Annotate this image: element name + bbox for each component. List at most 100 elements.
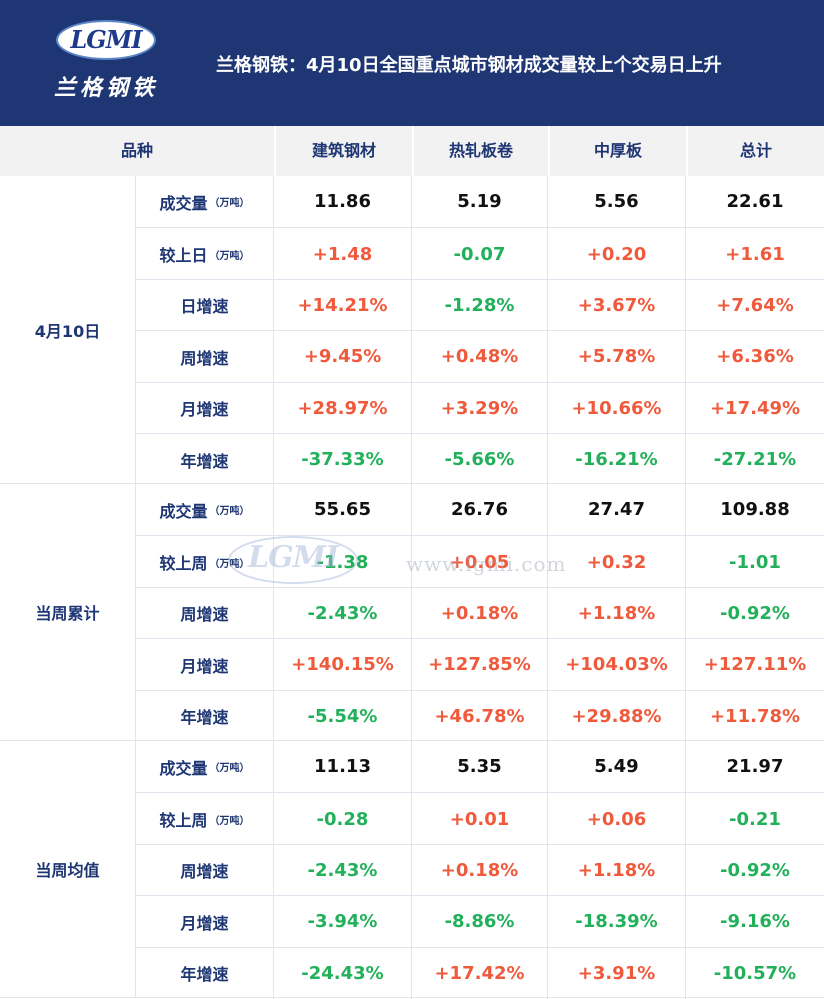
row-label-text: 月增速: [180, 400, 229, 420]
cell-total: -0.21: [729, 808, 781, 830]
cell-total: -10.57%: [713, 962, 797, 984]
cell-total: -0.92%: [720, 602, 790, 624]
cell-medium-plate: 5.56: [548, 176, 686, 228]
cell-total: +6.36%: [716, 346, 794, 368]
row-label: 较上周 （万吨）: [136, 793, 274, 845]
cell-construction-steel: -2.43%: [274, 844, 412, 897]
table-row: 成交量 （万吨） 11.13 5.35 5.49 21.97: [136, 741, 824, 793]
group-label: 当周均值: [0, 741, 136, 997]
row-label: 年增速: [136, 947, 274, 999]
cell-total: +1.61: [725, 243, 785, 265]
row-group: 当周均值 成交量 （万吨） 11.13 5.35 5.49 21.97 较上周 （万吨） -0.2…: [0, 741, 824, 999]
row-unit: （万吨）: [209, 815, 250, 827]
cell-construction-steel: -1.38: [274, 536, 412, 588]
cell-hot-rolled-coil: -5.66%: [412, 434, 548, 486]
table-row: 较上周 （万吨） -1.38 +0.05 +0.32 -1.01: [136, 535, 824, 588]
row-label: 成交量 （万吨）: [136, 484, 274, 536]
table-row: 月增速 +28.97% +3.29% +10.66% +17.49%: [136, 381, 824, 434]
cell-total: 109.88: [720, 499, 790, 521]
page-header: LGMI 兰格钢铁 兰格钢铁：4月10日全国重点城市钢材成交量较上个交易日上升: [0, 0, 824, 126]
row-label-text: 年增速: [180, 451, 229, 471]
cell-medium-plate: -16.21%: [548, 434, 686, 486]
cell-construction-steel: +9.45%: [274, 331, 412, 383]
cell-hot-rolled-coil: +0.18%: [412, 587, 548, 640]
cell-medium-plate: +5.78%: [548, 331, 686, 383]
row-label-text: 较上周: [159, 554, 208, 574]
row-unit: （万吨）: [209, 763, 250, 775]
cell-hot-rolled-coil: +0.05: [412, 536, 548, 588]
row-label: 较上周 （万吨）: [136, 536, 274, 588]
column-header-total: 总计: [686, 126, 824, 176]
cell-hot-rolled-coil: +0.01: [412, 793, 548, 845]
row-unit: （万吨）: [209, 506, 250, 518]
cell-medium-plate: 5.49: [548, 741, 686, 793]
cell-hot-rolled-coil: 5.35: [412, 741, 548, 793]
cell-hot-rolled-coil: +127.85%: [412, 639, 548, 691]
row-unit: （万吨）: [209, 250, 250, 262]
row-group: 4月10日 成交量 （万吨） 11.86 5.19 5.56 22.61 较上日 （万吨） +1.…: [0, 176, 824, 486]
row-label: 较上日 （万吨）: [136, 228, 274, 280]
cell-total: 22.61: [726, 191, 784, 213]
cell-hot-rolled-coil: 5.19: [412, 176, 548, 228]
cell-construction-steel: 11.13: [274, 741, 412, 793]
row-unit: （万吨）: [209, 558, 250, 570]
cell-medium-plate: +3.67%: [548, 279, 686, 332]
row-label: 周增速: [136, 587, 274, 640]
table-row: 周增速 -2.43% +0.18% +1.18% -0.92%: [136, 586, 824, 640]
cell-hot-rolled-coil: -0.07: [412, 228, 548, 280]
cell-total: +7.64%: [716, 294, 794, 316]
row-label-text: 较上周: [159, 811, 208, 831]
cell-hot-rolled-coil: +46.78%: [412, 690, 548, 742]
cell-medium-plate: 27.47: [548, 484, 686, 536]
cell-construction-steel: -37.33%: [274, 434, 412, 486]
cell-medium-plate: +3.91%: [548, 947, 686, 999]
cell-construction-steel: -0.28: [274, 793, 412, 845]
table-row: 成交量 （万吨） 11.86 5.19 5.56 22.61: [136, 176, 824, 228]
cell-hot-rolled-coil: -1.28%: [412, 279, 548, 332]
row-label: 成交量 （万吨）: [136, 176, 274, 228]
cell-medium-plate: +1.18%: [548, 844, 686, 897]
cell-construction-steel: -5.54%: [274, 690, 412, 742]
table-row: 年增速 -37.33% -5.66% -16.21% -27.21%: [136, 433, 824, 486]
cell-medium-plate: +1.18%: [548, 587, 686, 640]
row-label-text: 成交量: [159, 758, 208, 778]
row-label: 月增速: [136, 896, 274, 948]
table-row: 日增速 +14.21% -1.28% +3.67% +7.64%: [136, 278, 824, 332]
cell-hot-rolled-coil: +0.18%: [412, 844, 548, 897]
table-row: 成交量 （万吨） 55.65 26.76 27.47 109.88: [136, 484, 824, 536]
table-row: 较上周 （万吨） -0.28 +0.01 +0.06 -0.21: [136, 792, 824, 845]
row-label: 月增速: [136, 639, 274, 691]
row-label-text: 月增速: [180, 656, 229, 676]
table-row: 周增速 +9.45% +0.48% +5.78% +6.36%: [136, 330, 824, 383]
row-label-text: 周增速: [180, 862, 229, 882]
column-header-row: 品种 建筑钢材 热轧板卷 中厚板 总计: [0, 126, 824, 176]
cell-total: +127.11%: [703, 654, 807, 676]
row-label-text: 年增速: [180, 965, 229, 985]
row-label-text: 较上日: [159, 246, 208, 266]
cell-construction-steel: -24.43%: [274, 947, 412, 999]
cell-medium-plate: +29.88%: [548, 690, 686, 742]
row-label: 年增速: [136, 690, 274, 742]
lgmi-logo: LGMI 兰格钢铁: [48, 20, 164, 106]
cell-total: -1.01: [729, 551, 781, 573]
column-header-construction-steel: 建筑钢材: [274, 126, 412, 176]
cell-hot-rolled-coil: 26.76: [412, 484, 548, 536]
row-label: 月增速: [136, 382, 274, 434]
row-label: 周增速: [136, 331, 274, 383]
cell-construction-steel: -3.94%: [274, 896, 412, 948]
row-label-text: 月增速: [180, 913, 229, 933]
row-label-text: 年增速: [180, 708, 229, 728]
cell-total: 21.97: [726, 756, 784, 778]
row-unit: （万吨）: [209, 198, 250, 210]
cell-medium-plate: +10.66%: [548, 382, 686, 434]
cell-construction-steel: +140.15%: [274, 639, 412, 691]
row-label: 成交量 （万吨）: [136, 741, 274, 793]
logo-badge: [56, 20, 156, 60]
column-header-variety: 品种: [120, 141, 153, 160]
row-label-text: 周增速: [180, 605, 229, 625]
cell-medium-plate: +0.06: [548, 793, 686, 845]
cell-hot-rolled-coil: +0.48%: [412, 331, 548, 383]
cell-total: -9.16%: [720, 911, 790, 933]
cell-total: +11.78%: [709, 705, 801, 727]
column-header-hot-rolled-coil: 热轧板卷: [412, 126, 548, 176]
